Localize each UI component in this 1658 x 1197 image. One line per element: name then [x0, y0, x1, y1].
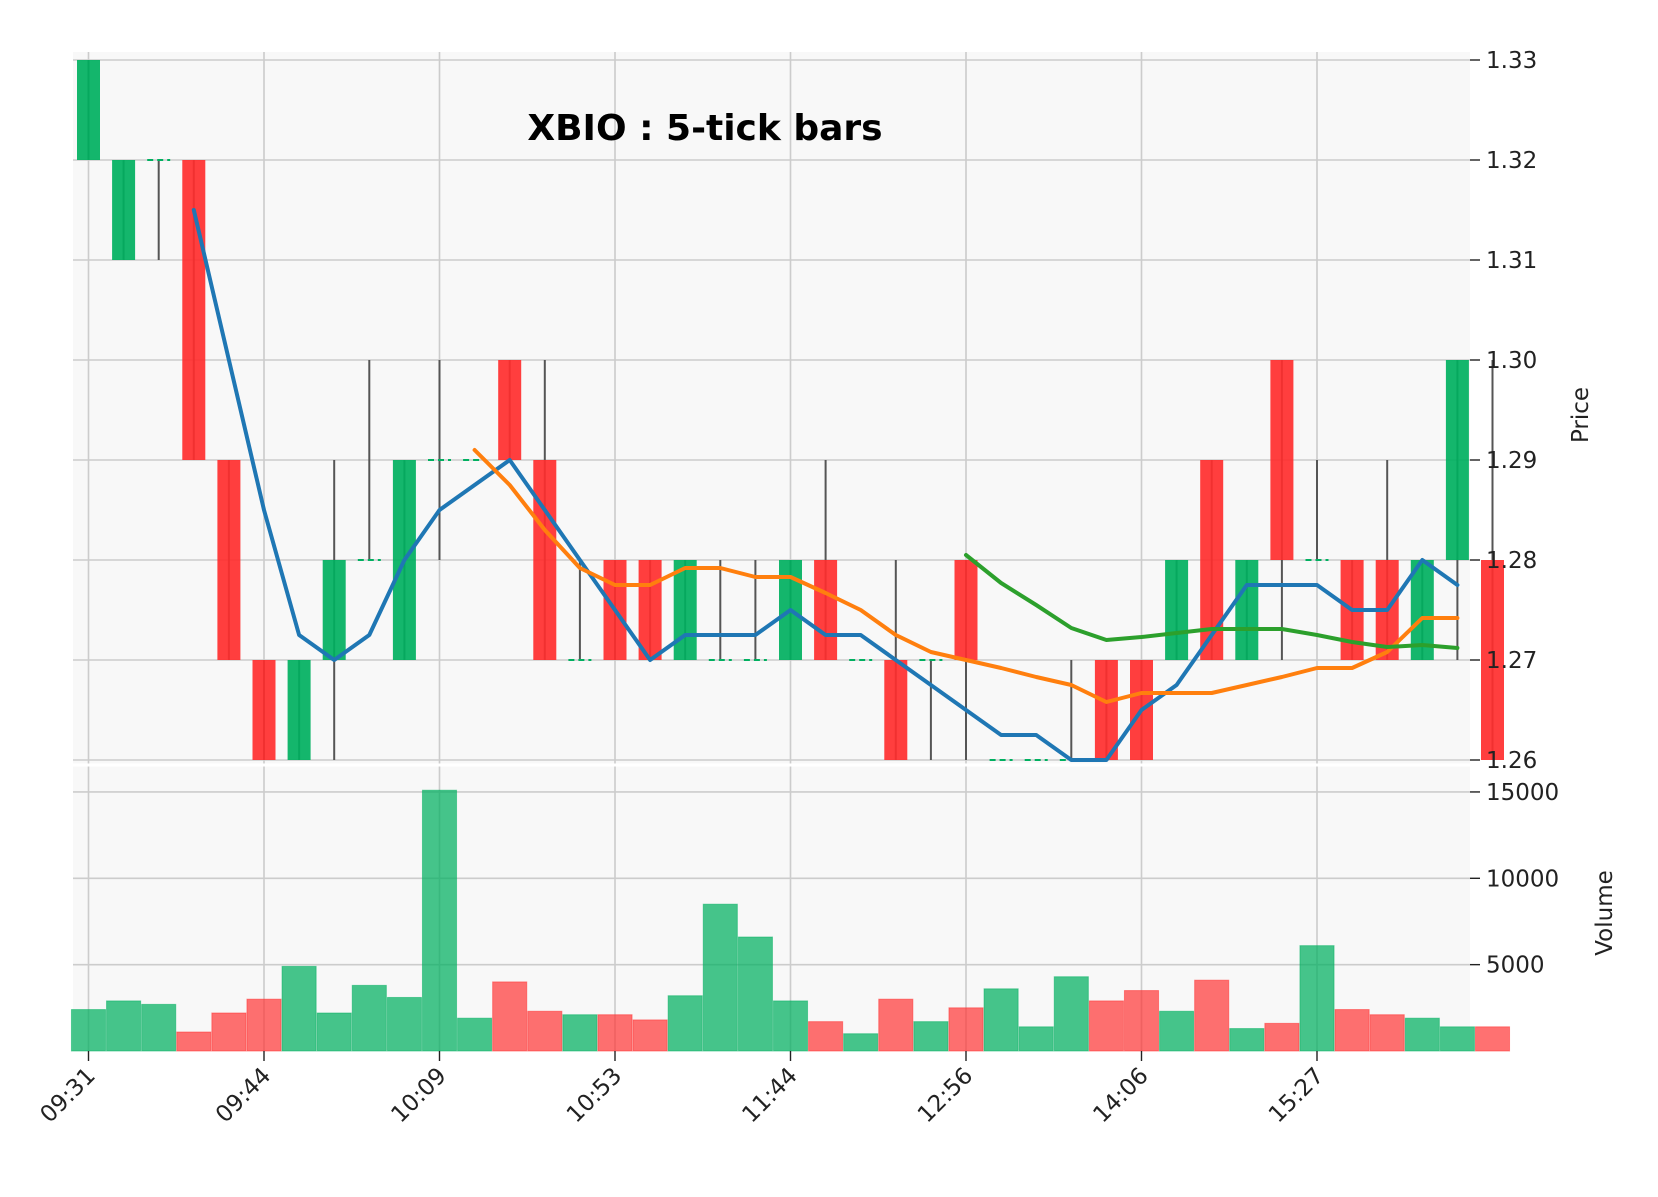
volume-tick-label: 5000: [1486, 953, 1545, 979]
candle-body-up: [322, 560, 346, 660]
volume-bar: [316, 1012, 352, 1052]
volume-tick-label: 10000: [1486, 866, 1559, 892]
volume-tick-label: 15000: [1486, 780, 1559, 806]
candle-body-up: [1445, 360, 1469, 560]
volume-bar: [843, 1033, 879, 1052]
volume-bar: [211, 1012, 247, 1052]
volume-bar: [1123, 990, 1160, 1052]
volume-bar: [176, 1031, 212, 1052]
candles: [77, 60, 1504, 761]
volume-bar: [772, 1000, 809, 1052]
candle-body-down: [182, 160, 206, 460]
candle-body-down: [1200, 460, 1224, 660]
candle-body-down: [533, 460, 557, 660]
candle-body-up: [673, 560, 697, 660]
volume-bar: [106, 1000, 142, 1052]
volume-bar: [983, 988, 1019, 1052]
price-tick-label: 1.33: [1486, 48, 1537, 74]
volume-bar: [632, 1019, 668, 1052]
price-tick-label: 1.29: [1486, 448, 1537, 474]
time-tick-label: 14:06: [1088, 1063, 1153, 1128]
price-axis-label: Price: [1568, 387, 1594, 443]
candle-body-down: [1481, 560, 1504, 760]
volume-bar: [1334, 1009, 1370, 1052]
volume-bar: [1299, 945, 1335, 1052]
candle-body-down: [884, 660, 908, 760]
volume-bar: [70, 1009, 107, 1052]
price-tick-label: 1.32: [1486, 148, 1537, 174]
volume-bar: [878, 998, 914, 1052]
volume-bar: [281, 965, 317, 1052]
volume-bar: [1229, 1028, 1265, 1052]
volume-bar: [808, 1021, 844, 1052]
time-tick-label: 09:44: [211, 1063, 276, 1128]
time-tick-label: 09:31: [35, 1063, 100, 1128]
volume-bar: [141, 1003, 177, 1052]
volume-axis-label: Volume: [1592, 870, 1618, 956]
volume-bar: [948, 1007, 984, 1052]
volume-bar: [492, 981, 528, 1052]
candle-body-up: [1165, 560, 1189, 660]
candle-body-down: [638, 560, 662, 660]
candle-body-down: [1270, 360, 1294, 560]
volume-bar: [1159, 1010, 1195, 1052]
moving-average-lines: [191, 208, 1460, 762]
moving-average-line: [964, 553, 1460, 650]
candle-body-down: [252, 660, 276, 760]
price-panel-background: [73, 52, 1470, 765]
candle-body-down: [498, 360, 522, 460]
volume-bar: [1088, 1000, 1124, 1052]
volume-bar: [913, 1021, 949, 1052]
volume-bar: [1194, 979, 1230, 1052]
candle-body-down: [814, 560, 838, 660]
candle-body-up: [1235, 560, 1259, 660]
volume-bar: [246, 998, 282, 1052]
chart-title: XBIO : 5-tick bars: [527, 108, 882, 149]
price-tick-label: 1.31: [1486, 248, 1537, 274]
grid-layer: [73, 52, 1470, 1051]
volume-bar: [457, 1017, 493, 1052]
time-tick-label: 11:44: [737, 1063, 802, 1128]
candle-body-down: [1094, 660, 1118, 760]
time-tick-label: 10:53: [562, 1063, 627, 1128]
volume-bar: [737, 936, 773, 1052]
price-tick-label: 1.27: [1486, 648, 1537, 674]
volume-bar: [667, 995, 703, 1052]
time-tick-label: 10:09: [386, 1063, 451, 1128]
moving-average-line: [472, 448, 1460, 704]
volume-bars: [70, 789, 1511, 1052]
volume-bar: [351, 984, 387, 1052]
time-tick-label: 15:27: [1264, 1063, 1329, 1128]
candle-body-up: [1410, 560, 1434, 660]
candle-body-down: [217, 460, 241, 660]
volume-bar: [597, 1014, 633, 1052]
volume-bar: [386, 996, 422, 1052]
volume-bar: [1404, 1017, 1440, 1052]
candle-body-down: [954, 560, 978, 660]
price-tick-label: 1.28: [1486, 548, 1537, 574]
volume-bar: [1439, 1026, 1475, 1052]
candle-body-up: [112, 160, 136, 260]
volume-bar: [1018, 1026, 1054, 1052]
volume-bar: [527, 1010, 563, 1052]
volume-bar: [702, 903, 738, 1052]
candle-body-up: [77, 60, 100, 160]
volume-bar: [1369, 1014, 1405, 1052]
volume-bar: [1474, 1026, 1511, 1052]
volume-bar: [421, 789, 458, 1052]
candle-body-up: [287, 660, 311, 760]
price-tick-label: 1.30: [1486, 348, 1537, 374]
moving-average-line: [191, 208, 1460, 762]
time-tick-label: 12:56: [913, 1063, 978, 1128]
volume-bar: [1053, 976, 1089, 1052]
volume-bar: [1264, 1022, 1300, 1052]
price-tick-label: 1.26: [1486, 748, 1537, 774]
volume-bar: [562, 1014, 598, 1052]
